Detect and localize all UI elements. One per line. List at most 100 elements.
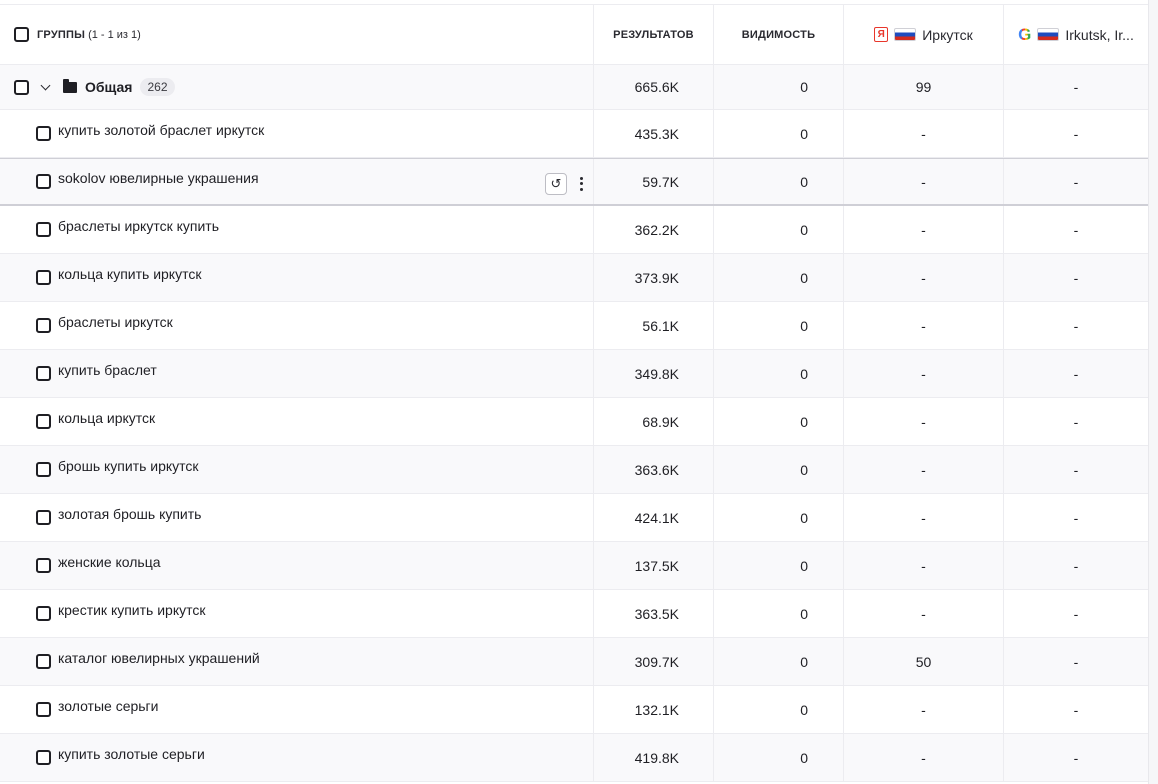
table-row[interactable]: кольца купить иркутск 373.9K 0 - - bbox=[0, 254, 1148, 302]
header-yandex[interactable]: Я Иркутск bbox=[844, 5, 1004, 64]
google-position: - bbox=[1073, 317, 1079, 334]
keyword-cell: каталог ювелирных украшений bbox=[0, 638, 594, 685]
table-row[interactable]: sokolov ювелирные украшения ↺ 59.7K 0 - … bbox=[0, 158, 1148, 206]
table-row[interactable]: крестик купить иркутск 363.5K 0 - - bbox=[0, 590, 1148, 638]
row-checkbox[interactable] bbox=[36, 558, 51, 573]
yandex-position: - bbox=[844, 542, 1004, 589]
group-checkbox[interactable] bbox=[14, 79, 29, 95]
visibility-value: 0 bbox=[714, 110, 844, 157]
keyword-text[interactable]: женские кольца bbox=[58, 553, 161, 570]
yandex-position: - bbox=[844, 446, 1004, 493]
scrollbar-track[interactable] bbox=[1148, 0, 1158, 784]
group-row[interactable]: Общая 262 665.6K 0 99 - bbox=[0, 65, 1148, 110]
group-cell: Общая 262 bbox=[0, 65, 594, 109]
visibility-value: 0 bbox=[714, 590, 844, 637]
keywords-table: Группы (1 - 1 из 1) Результатов Видимост… bbox=[0, 4, 1148, 782]
yandex-position: - bbox=[844, 110, 1004, 157]
results-value: 132.1K bbox=[594, 686, 714, 733]
table-row[interactable]: золотые серьги 132.1K 0 - - bbox=[0, 686, 1148, 734]
row-checkbox[interactable] bbox=[36, 462, 51, 477]
history-icon[interactable]: ↺ bbox=[545, 173, 567, 195]
row-checkbox[interactable] bbox=[36, 270, 51, 285]
visibility-value: 0 bbox=[714, 542, 844, 589]
keyword-cell: крестик купить иркутск bbox=[0, 590, 594, 637]
header-results-label: Результатов bbox=[613, 28, 694, 41]
visibility-value: 0 bbox=[714, 398, 844, 445]
keyword-text[interactable]: золотая брошь купить bbox=[58, 505, 202, 522]
results-value: 349.8K bbox=[594, 350, 714, 397]
results-value: 363.6K bbox=[594, 446, 714, 493]
results-value: 363.5K bbox=[594, 590, 714, 637]
keyword-text[interactable]: брошь купить иркутск bbox=[58, 457, 199, 474]
row-checkbox[interactable] bbox=[36, 222, 51, 237]
russia-flag-icon bbox=[1037, 28, 1060, 41]
yandex-region-label: Иркутск bbox=[922, 26, 973, 43]
table-row[interactable]: браслеты иркутск 56.1K 0 - - bbox=[0, 302, 1148, 350]
keyword-cell: браслеты иркутск купить bbox=[0, 206, 594, 253]
yandex-icon: Я bbox=[874, 27, 889, 42]
table-row[interactable]: купить браслет 349.8K 0 - - bbox=[0, 350, 1148, 398]
keyword-text[interactable]: браслеты иркутск купить bbox=[58, 217, 219, 234]
keyword-text[interactable]: кольца иркутск bbox=[58, 409, 156, 426]
google-position: - bbox=[1073, 701, 1079, 718]
visibility-value: 0 bbox=[714, 494, 844, 541]
table-row[interactable]: золотая брошь купить 424.1K 0 - - bbox=[0, 494, 1148, 542]
more-vertical-icon[interactable] bbox=[577, 176, 585, 192]
header-google[interactable]: G Irkutsk, Ir... bbox=[1004, 5, 1148, 64]
visibility-value: 0 bbox=[714, 159, 844, 204]
keyword-text[interactable]: купить браслет bbox=[58, 361, 157, 378]
row-checkbox[interactable] bbox=[36, 654, 51, 669]
visibility-value: 0 bbox=[714, 734, 844, 781]
google-position: - bbox=[1073, 413, 1079, 430]
header-results[interactable]: Результатов bbox=[594, 5, 714, 64]
yandex-position: - bbox=[844, 302, 1004, 349]
google-position: - bbox=[1073, 605, 1079, 622]
row-checkbox[interactable] bbox=[36, 414, 51, 429]
group-results: 665.6K bbox=[594, 65, 714, 109]
google-position: - bbox=[1073, 221, 1079, 238]
chevron-down-icon[interactable] bbox=[39, 80, 53, 94]
table-row[interactable]: купить золотые серьги 419.8K 0 - - bbox=[0, 734, 1148, 782]
visibility-value: 0 bbox=[714, 446, 844, 493]
row-checkbox[interactable] bbox=[36, 126, 51, 141]
header-groups-label[interactable]: Группы bbox=[37, 28, 86, 41]
google-position: - bbox=[1073, 653, 1079, 670]
select-all-checkbox[interactable] bbox=[14, 27, 29, 42]
table-row[interactable]: брошь купить иркутск 363.6K 0 - - bbox=[0, 446, 1148, 494]
keyword-text[interactable]: купить золотой браслет иркутск bbox=[58, 121, 265, 138]
keyword-text[interactable]: купить золотые серьги bbox=[58, 745, 205, 762]
google-position: - bbox=[1073, 365, 1079, 382]
results-value: 137.5K bbox=[594, 542, 714, 589]
keyword-text[interactable]: золотые серьги bbox=[58, 697, 159, 714]
row-checkbox[interactable] bbox=[36, 702, 51, 717]
yandex-position: - bbox=[844, 350, 1004, 397]
results-value: 362.2K bbox=[594, 206, 714, 253]
yandex-position: - bbox=[844, 159, 1004, 204]
yandex-position: - bbox=[844, 398, 1004, 445]
keyword-text[interactable]: крестик купить иркутск bbox=[58, 601, 206, 618]
yandex-position: - bbox=[844, 254, 1004, 301]
keyword-text[interactable]: кольца купить иркутск bbox=[58, 265, 202, 282]
table-row[interactable]: кольца иркутск 68.9K 0 - - bbox=[0, 398, 1148, 446]
table-row[interactable]: браслеты иркутск купить 362.2K 0 - - bbox=[0, 206, 1148, 254]
row-checkbox[interactable] bbox=[36, 174, 51, 189]
results-value: 309.7K bbox=[594, 638, 714, 685]
visibility-value: 0 bbox=[714, 302, 844, 349]
row-checkbox[interactable] bbox=[36, 510, 51, 525]
results-value: 68.9K bbox=[594, 398, 714, 445]
keyword-cell: кольца иркутск bbox=[0, 398, 594, 445]
keyword-text[interactable]: браслеты иркутск bbox=[58, 313, 173, 330]
google-icon: G bbox=[1018, 24, 1032, 44]
keyword-text[interactable]: sokolov ювелирные украшения bbox=[58, 169, 259, 186]
table-row[interactable]: женские кольца 137.5K 0 - - bbox=[0, 542, 1148, 590]
row-checkbox[interactable] bbox=[36, 366, 51, 381]
keyword-text[interactable]: каталог ювелирных украшений bbox=[58, 649, 260, 666]
header-visibility[interactable]: Видимость bbox=[714, 5, 844, 64]
visibility-value: 0 bbox=[714, 206, 844, 253]
table-row[interactable]: купить золотой браслет иркутск 435.3K 0 … bbox=[0, 110, 1148, 158]
row-checkbox[interactable] bbox=[36, 606, 51, 621]
row-checkbox[interactable] bbox=[36, 318, 51, 333]
row-checkbox[interactable] bbox=[36, 750, 51, 765]
table-row[interactable]: каталог ювелирных украшений 309.7K 0 50 … bbox=[0, 638, 1148, 686]
keyword-cell: купить золотой браслет иркутск bbox=[0, 110, 594, 157]
